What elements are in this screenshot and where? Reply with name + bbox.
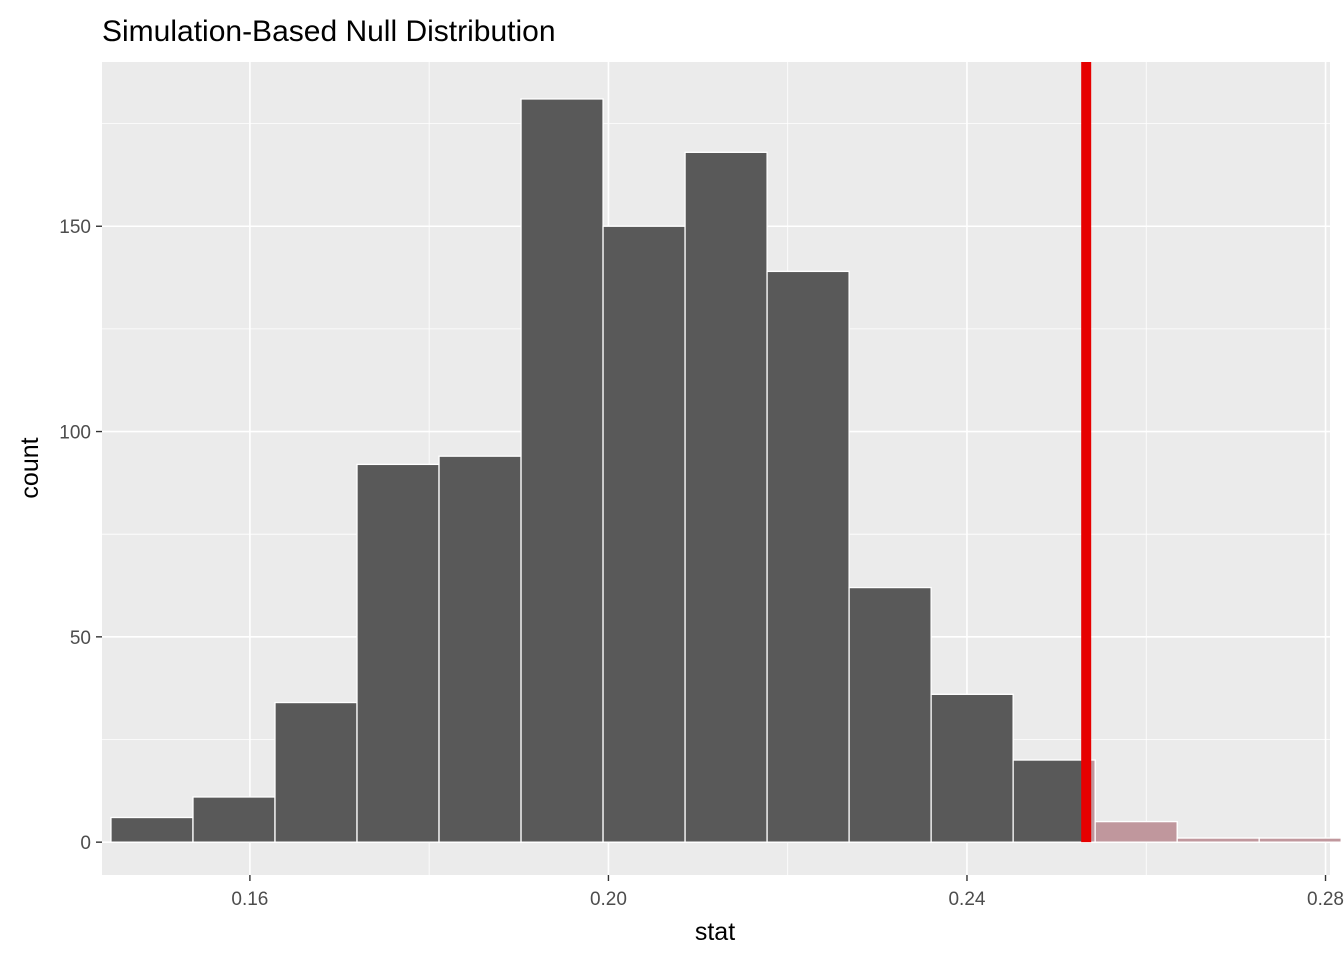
y-tick-label: 50: [70, 628, 91, 649]
y-tick-label: 100: [59, 423, 91, 444]
y-axis-title: count: [16, 437, 44, 498]
x-tick-label: 0.24: [948, 889, 985, 910]
chart-title: Simulation-Based Null Distribution: [102, 15, 556, 48]
x-axis-title: stat: [695, 918, 735, 946]
y-axis: 0 50 100 150: [59, 217, 102, 854]
x-tick-label: 0.28: [1307, 889, 1344, 910]
histogram-bar: [110, 816, 194, 843]
histogram-bar: [930, 693, 1014, 843]
shaded-tail-bar: [1258, 837, 1342, 843]
histogram-bar: [848, 586, 932, 843]
y-tick-label: 0: [80, 833, 91, 854]
x-tick-label: 0.16: [231, 889, 268, 910]
shaded-tail-bar: [1094, 820, 1178, 843]
histogram-bar: [602, 225, 686, 843]
x-tick-label: 0.20: [590, 889, 627, 910]
histogram-bar: [684, 151, 768, 843]
histogram-bar: [356, 463, 440, 843]
histogram-bar: [766, 270, 850, 843]
y-tick-label: 150: [59, 217, 91, 238]
shaded-tail-bar: [1176, 837, 1260, 843]
observed-stat-layer: [1081, 62, 1342, 843]
histogram-bar: [438, 455, 522, 843]
histogram-bar: [274, 701, 358, 843]
histogram-bar: [520, 98, 604, 843]
histogram-bar: [192, 796, 276, 843]
histogram-bars: [110, 98, 1342, 843]
x-axis: 0.16 0.20 0.24 0.28: [231, 875, 1344, 910]
